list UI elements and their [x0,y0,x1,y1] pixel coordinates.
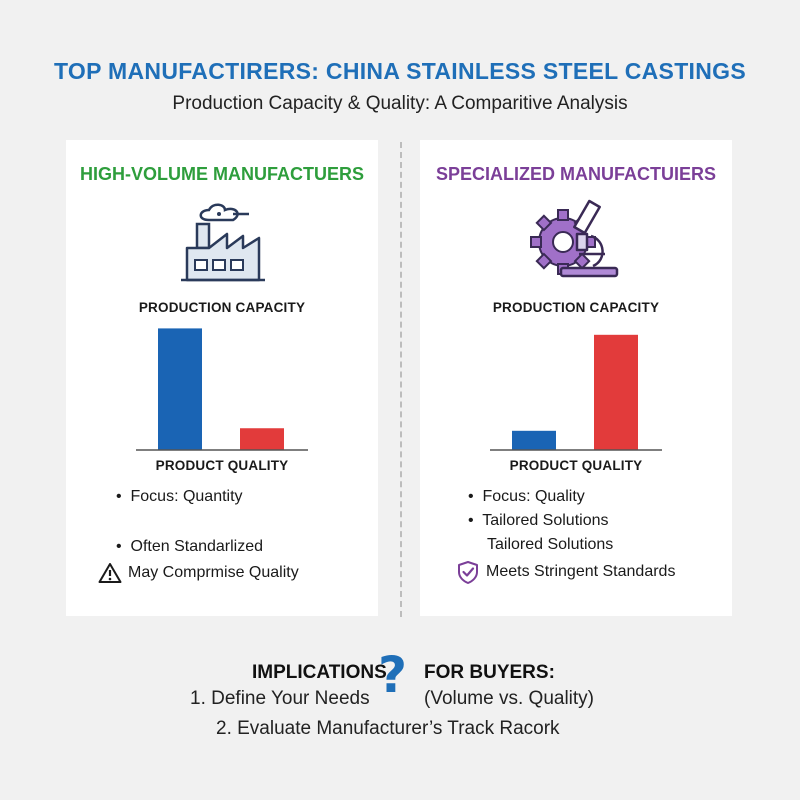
standards-text: Meets Stringent Standards [486,563,676,580]
specialized-panel: SPECIALIZED MANUFACTUIERS [420,140,732,616]
production-capacity-bar [512,430,556,450]
implications-section: IMPLICATIONS ? FOR BUYERS: 1. Define You… [0,646,800,752]
question-mark-icon: ? [378,646,408,704]
production-capacity-label: PRODUCTION CAPACITY [138,300,306,315]
specialized-chart [490,334,662,451]
page-title: TOP MANUFACTIRERS: CHINA STAINLESS STEEL… [54,58,746,84]
implication-item-1: 1. Define Your Needs [190,688,370,709]
product-quality-label: PRODUCT QUALITY [155,458,289,473]
panel-divider [400,142,402,617]
extra-tailored-solutions: Tailored Solutions [487,536,614,553]
production-capacity-bar [158,328,202,450]
warning-icon [98,562,122,584]
warning-text: May Comprmise Quality [128,564,299,581]
product-quality-label: PRODUCT QUALITY [509,458,643,473]
specialized-title: SPECIALIZED MANUFACTUIERS [435,164,716,184]
factory-icon [167,198,277,286]
implication-item-2: 2. Evaluate Manufacturer’s Track Racork [216,718,560,739]
implication-item-1-detail: (Volume vs. Quality) [424,688,594,709]
high-volume-panel: HIGH-VOLUME MANUFACTUERS PRODUCTION CAPA… [66,140,378,616]
high-volume-chart [136,328,308,451]
production-capacity-label: PRODUCTION CAPACITY [492,300,660,315]
high-volume-title: HIGH-VOLUME MANUFACTUERS [80,164,364,184]
bullet-focus-quantity: • Focus: Quantity [116,488,243,505]
warning-line: May Comprmise Quality [98,562,299,584]
bullet-often-standardized: • Often Standarlized [116,538,264,555]
implications-heading: IMPLICATIONS [252,662,387,683]
standards-line: Meets Stringent Standards [456,560,675,584]
bullet-focus-quality: • Focus: Quality [468,488,585,505]
product-quality-bar [594,334,638,450]
bullet-tailored-solutions: • Tailored Solutions [468,512,609,529]
product-quality-bar [240,428,284,450]
shield-check-icon [456,560,480,584]
for-buyers-heading: FOR BUYERS: [424,662,555,683]
gear-microscope-icon [521,198,631,286]
page-subtitle: Production Capacity & Quality: A Compari… [172,93,628,114]
